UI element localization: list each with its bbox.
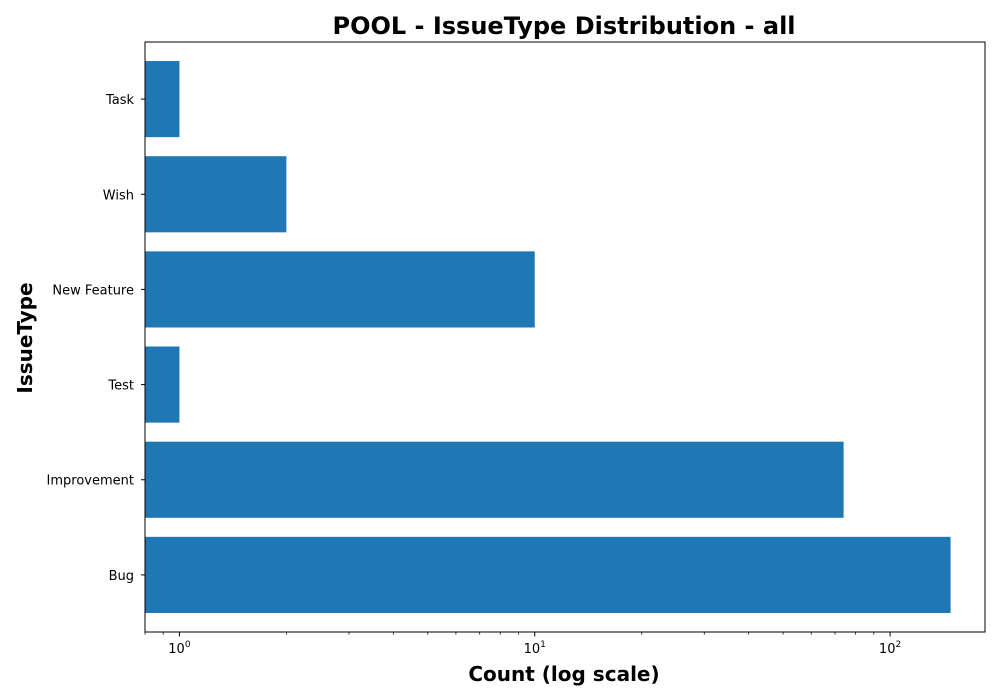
y-tick-label: Test: [107, 379, 134, 394]
y-tick-label: Task: [105, 93, 135, 108]
bar-improvement: [145, 442, 844, 518]
y-ticks-group: Bug Improvement Test New Feature Wish Task: [47, 93, 145, 584]
bar-bug: [145, 537, 951, 613]
x-axis-label: Count (log scale): [468, 662, 659, 686]
chart-title: POOL - IssueType Distribution - all: [332, 12, 795, 40]
x-ticks-group: 100 101 102: [145, 632, 901, 657]
bar-wish: [145, 156, 286, 232]
bar-new-feature: [145, 251, 535, 327]
y-tick-label: Improvement: [47, 474, 134, 489]
x-tick-label: 100: [168, 640, 191, 657]
y-tick-label: Bug: [109, 569, 134, 584]
x-tick-label: 102: [879, 640, 901, 657]
bar-task: [145, 61, 179, 137]
y-tick-label: Wish: [103, 188, 134, 203]
bars-group: [145, 61, 951, 613]
y-tick-label: New Feature: [52, 283, 134, 298]
y-axis-label: IssueType: [13, 282, 37, 393]
bar-test: [145, 347, 179, 423]
x-tick-label: 101: [524, 640, 546, 657]
